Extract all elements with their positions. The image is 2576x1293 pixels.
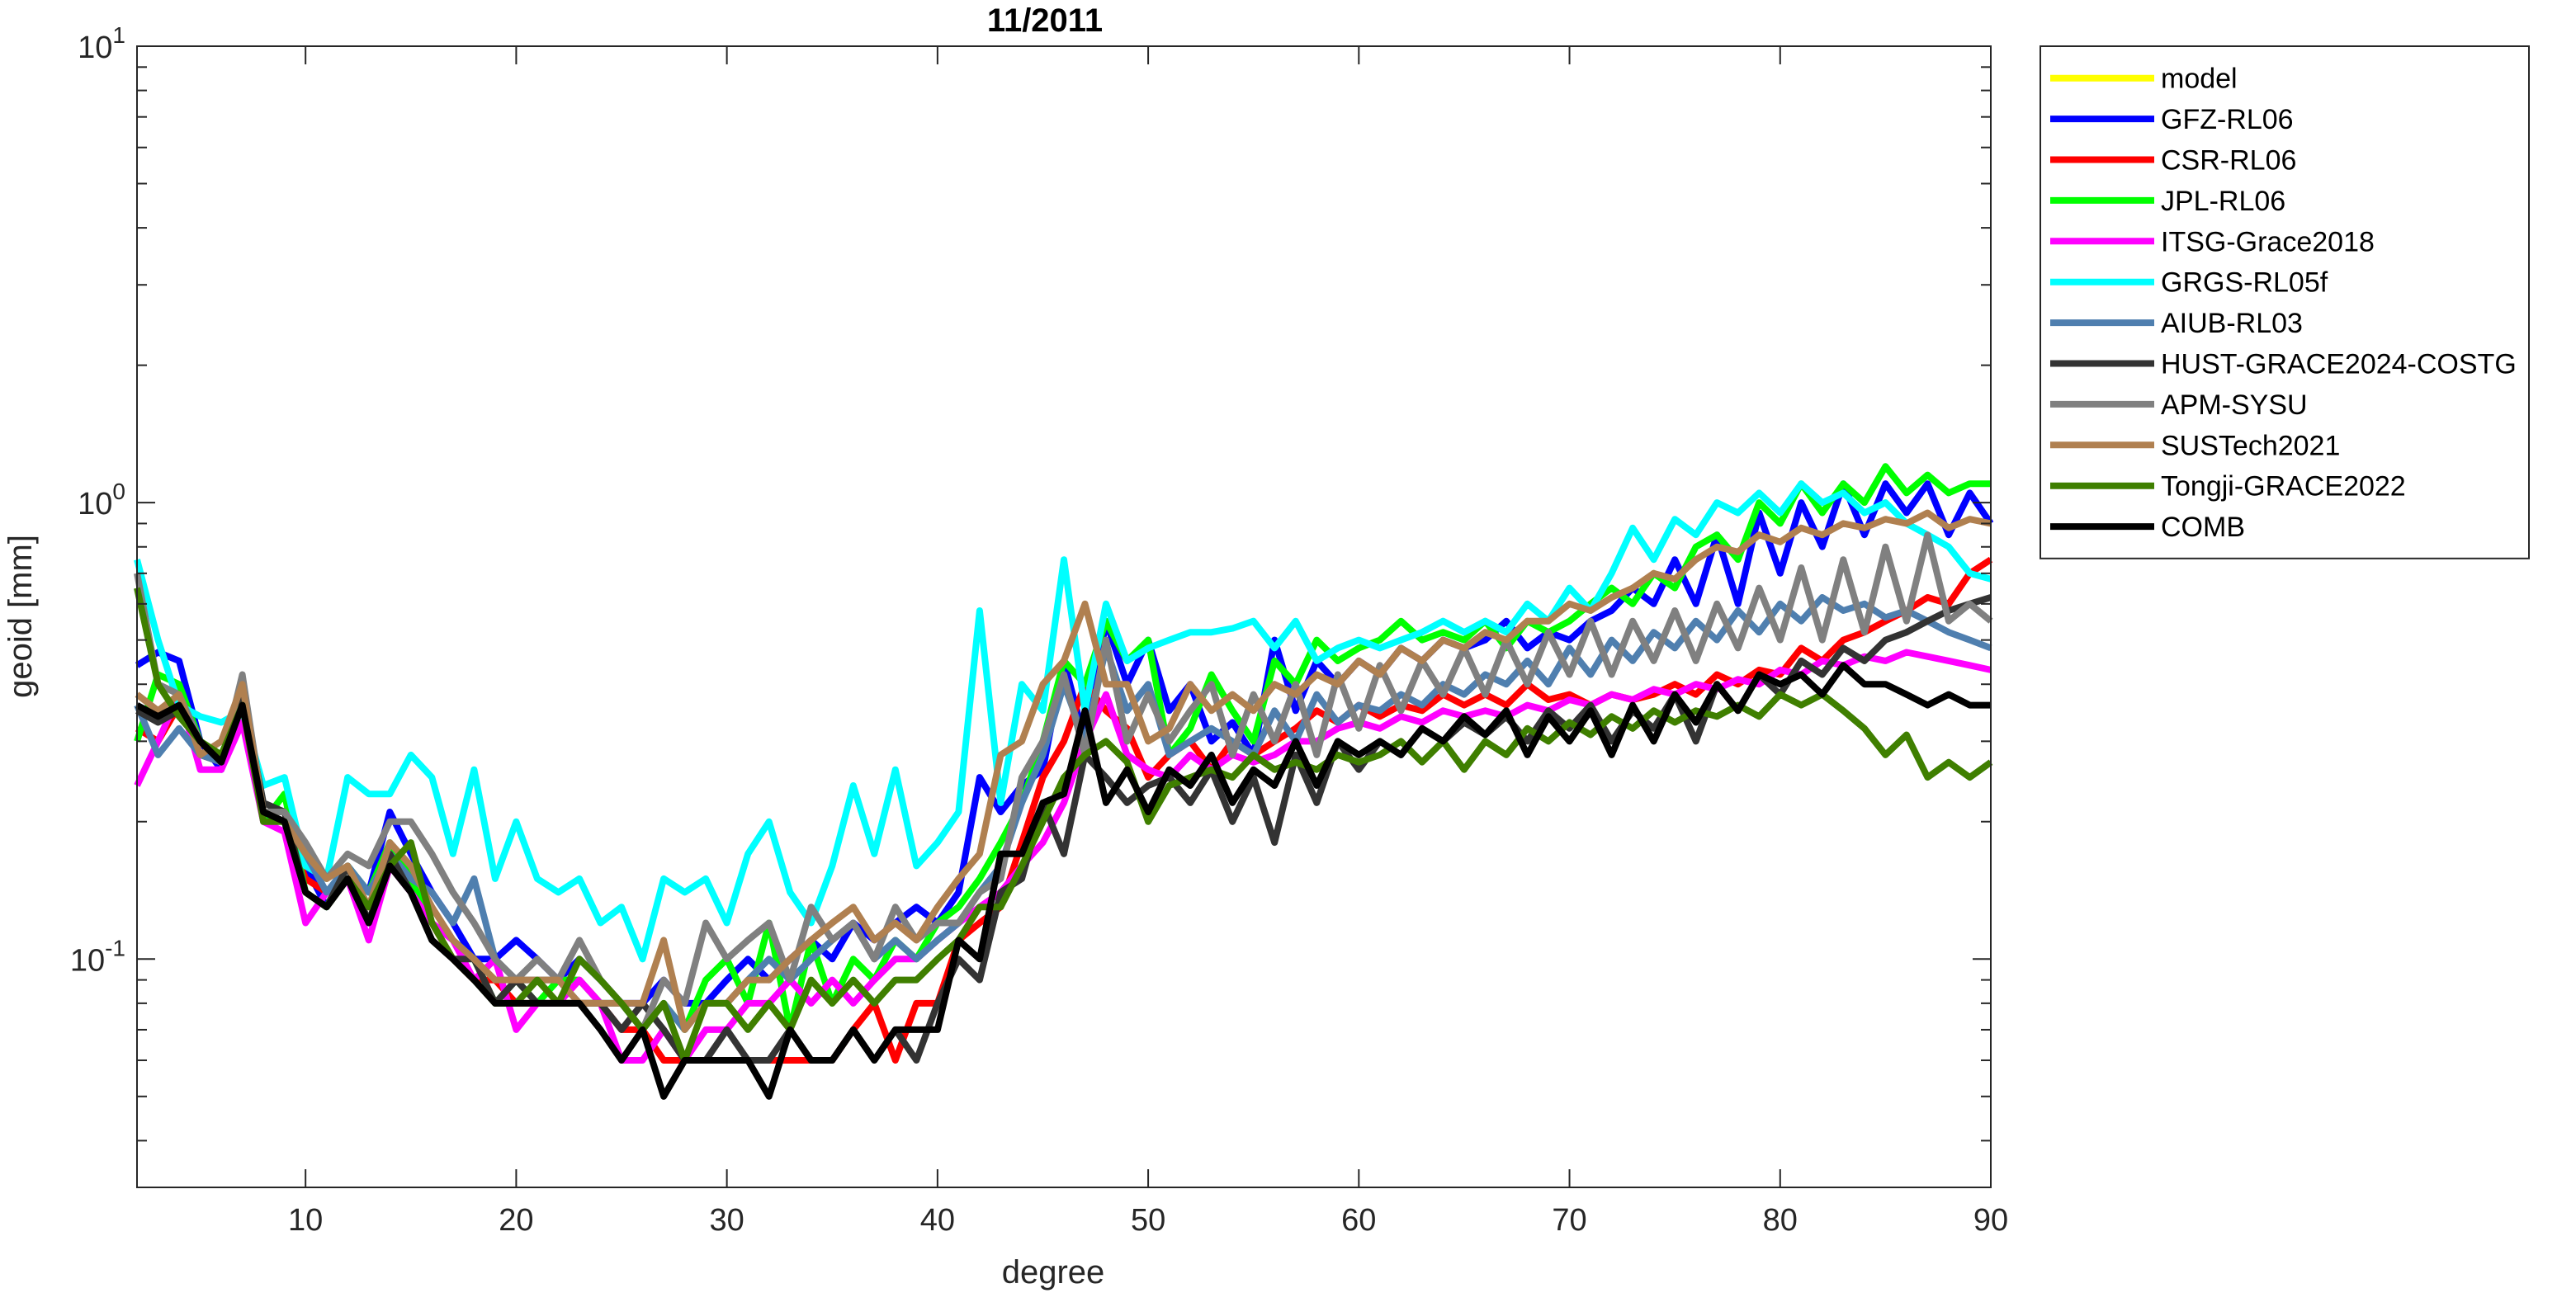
legend-label: model: [2161, 64, 2238, 95]
legend-box: [2040, 45, 2530, 559]
legend-label: GRGS-RL05f: [2161, 267, 2328, 299]
legend-label: APM-SYSU: [2161, 389, 2308, 421]
x-tick-label: 40: [920, 1203, 955, 1238]
x-tick-label: 20: [499, 1203, 533, 1238]
y-tick-label: 101: [78, 22, 125, 65]
legend-label: COMB: [2161, 512, 2245, 543]
series-line-10: [134, 587, 1993, 1064]
y-tick-label: 100: [78, 479, 125, 521]
legend-label: Tongji-GRACE2022: [2161, 471, 2406, 503]
x-tick-label: 50: [1131, 1203, 1165, 1238]
x-tick-label: 60: [1341, 1203, 1376, 1238]
legend-label: SUSTech2021: [2161, 430, 2340, 461]
legend-label: ITSG-Grace2018: [2161, 226, 2375, 257]
y-axis-label: geoid [mm]: [2, 535, 39, 698]
chart-title: 11/2011: [987, 2, 1103, 39]
legend-label: JPL-RL06: [2161, 186, 2285, 217]
x-tick-label: 90: [1973, 1203, 2008, 1238]
legend-label: CSR-RL06: [2161, 145, 2296, 177]
x-tick-label: 10: [288, 1203, 323, 1238]
axes-layer: 10 20 30 40 50 60 70 80 90 101 100 10-1: [70, 22, 2008, 1238]
x-tick-label: 80: [1763, 1203, 1798, 1238]
legend: model GFZ-RL06 CSR-RL06 JPL-RL06 ITSG-Grace2…: [2040, 45, 2530, 559]
x-tick-label: 70: [1552, 1203, 1586, 1238]
legend-label: GFZ-RL06: [2161, 104, 2294, 135]
y-tick-label: 10-1: [70, 935, 125, 978]
axes-box: [136, 45, 1992, 1188]
series-layer: [134, 463, 1994, 1100]
legend-label: AIUB-RL03: [2161, 308, 2303, 339]
x-axis-label: degree: [1002, 1254, 1105, 1291]
series-line-5: [134, 480, 1992, 963]
series-line-9: [135, 509, 1992, 1033]
plot-area: [137, 46, 1991, 1187]
x-tick-label: 30: [709, 1203, 744, 1238]
series-line-8: [134, 531, 1993, 1033]
legend-label: HUST-GRACE2024-COSTG: [2161, 349, 2517, 380]
series-line-11: [135, 662, 1991, 1100]
